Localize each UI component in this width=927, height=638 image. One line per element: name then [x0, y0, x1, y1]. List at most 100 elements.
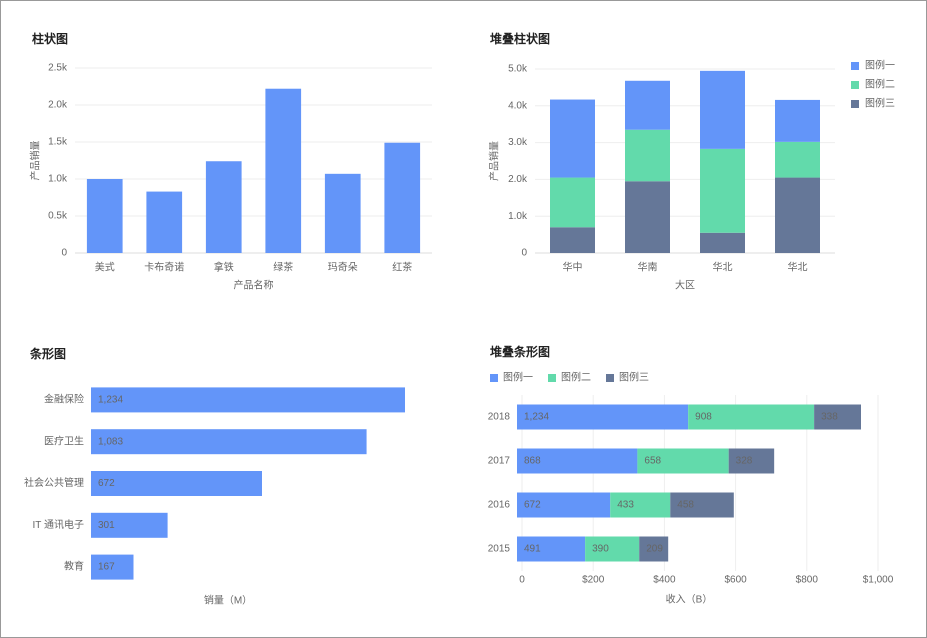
x-tick-label: $200	[582, 575, 605, 586]
bar-segment	[610, 492, 671, 518]
value-label: 433	[617, 500, 634, 511]
y-tick-label: 2016	[488, 500, 511, 511]
y-tick-label: 2018	[488, 412, 511, 423]
value-label: 1,083	[98, 436, 123, 447]
y-tick-label: 2.5k	[48, 63, 68, 74]
x-axis-label: 销量（M）	[204, 594, 252, 607]
bar-segment	[688, 404, 815, 430]
x-tick-label: 玛奇朵	[328, 261, 358, 274]
bar-segment	[670, 492, 734, 518]
y-tick-label: 2017	[488, 456, 511, 467]
y-tick-label: 医疗卫生	[44, 434, 84, 447]
y-tick-label: 教育	[64, 560, 84, 573]
value-label: 868	[524, 456, 541, 467]
x-tick-label: 绿茶	[273, 261, 293, 274]
y-axis-label: 产品销量	[488, 141, 501, 181]
legend-label: 图例二	[865, 78, 895, 91]
bar-segment	[550, 177, 595, 228]
bar-segment	[814, 404, 861, 430]
bar-segment	[550, 99, 595, 178]
bar-segment	[91, 554, 134, 580]
value-label: 908	[695, 412, 712, 423]
legend-label: 图例一	[503, 371, 533, 384]
bar-segment	[91, 512, 168, 538]
bar	[265, 88, 302, 253]
x-tick-label: $400	[653, 575, 676, 586]
x-axis-label: 产品名称	[234, 279, 274, 292]
bar-segment	[775, 177, 820, 253]
y-tick-label: 1.0k	[48, 174, 68, 185]
bar	[205, 161, 242, 253]
value-label: 328	[736, 456, 753, 467]
y-tick-label: 1.5k	[48, 137, 68, 148]
value-label: 672	[524, 500, 541, 511]
y-tick-label: 3.0k	[508, 137, 528, 148]
value-label: 301	[98, 520, 115, 531]
bar-segment	[700, 232, 745, 253]
bar-segment	[91, 429, 367, 455]
x-tick-label: $1,000	[863, 575, 894, 586]
value-label: 209	[646, 544, 663, 555]
y-tick-label: 4.0k	[508, 100, 528, 111]
legend-swatch	[851, 100, 859, 108]
bar-segment	[775, 99, 820, 142]
legend-swatch	[606, 374, 614, 382]
bar-segment	[625, 181, 670, 253]
legend-label: 图例三	[619, 371, 649, 384]
x-tick-label: 0	[519, 575, 525, 586]
x-axis-label: 收入（B）	[666, 593, 713, 606]
bar-segment	[550, 227, 595, 253]
bar-segment	[91, 471, 262, 496]
bar-segment	[700, 148, 745, 233]
chart-title: 堆叠条形图	[490, 344, 550, 359]
bar-segment	[517, 492, 611, 518]
bar-segment	[585, 536, 640, 562]
chart-title: 柱状图	[32, 31, 68, 46]
legend-label: 图例一	[865, 59, 895, 72]
value-label: 491	[524, 544, 541, 555]
legend-swatch	[490, 374, 498, 382]
x-tick-label: $600	[724, 575, 747, 586]
x-axis-label: 大区	[675, 279, 695, 292]
bar	[146, 191, 183, 253]
y-tick-label: 0.5k	[48, 211, 68, 222]
bar-segment	[775, 141, 820, 178]
value-label: 458	[677, 500, 694, 511]
legend-swatch	[851, 81, 859, 89]
x-tick-label: $800	[796, 575, 819, 586]
legend-label: 图例二	[561, 371, 591, 384]
value-label: 390	[592, 544, 609, 555]
legend-label: 图例三	[865, 97, 895, 110]
y-tick-label: 2015	[488, 544, 511, 555]
value-label: 1,234	[98, 395, 123, 406]
chart-title: 堆叠柱状图	[490, 31, 550, 46]
x-tick-label: 华中	[563, 261, 583, 274]
value-label: 338	[821, 412, 838, 423]
y-tick-label: 2.0k	[508, 174, 528, 185]
x-tick-label: 卡布奇诺	[144, 261, 184, 274]
bar-segment	[517, 448, 638, 474]
bar-segment	[639, 536, 669, 562]
y-tick-label: 金融保险	[44, 393, 84, 406]
x-tick-label: 美式	[95, 261, 115, 274]
y-tick-label: 5.0k	[508, 64, 528, 75]
x-tick-label: 华北	[713, 261, 733, 274]
bar	[384, 142, 421, 253]
y-tick-label: 0	[521, 248, 527, 259]
bar-segment	[91, 387, 405, 413]
legend-swatch	[851, 62, 859, 70]
bar-segment	[517, 404, 689, 430]
legend-swatch	[548, 374, 556, 382]
bar-segment	[700, 70, 745, 149]
bar-segment	[625, 129, 670, 182]
x-tick-label: 拿铁	[214, 261, 234, 274]
x-tick-label: 红茶	[392, 261, 412, 274]
bar	[324, 173, 361, 253]
y-tick-label: 1.0k	[508, 211, 528, 222]
bar	[86, 179, 123, 253]
y-axis-label: 产品销量	[29, 141, 42, 181]
chart-title: 条形图	[29, 346, 66, 361]
bar-segment	[517, 536, 586, 562]
